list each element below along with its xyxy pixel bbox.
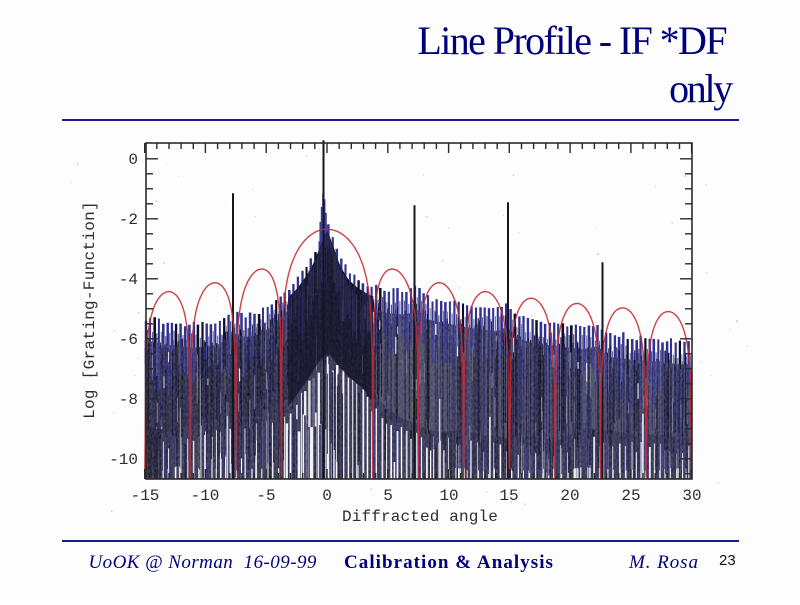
svg-text:20: 20 [560, 487, 579, 505]
svg-text:-5: -5 [256, 487, 275, 505]
svg-text:0: 0 [128, 151, 138, 169]
svg-text:Diffracted angle: Diffracted angle [342, 508, 498, 526]
svg-text:30: 30 [682, 487, 701, 505]
svg-text:0: 0 [322, 487, 332, 505]
svg-text:-6: -6 [119, 331, 138, 349]
svg-text:Log [Grating-Function]: Log [Grating-Function] [81, 201, 99, 419]
svg-text:-4: -4 [119, 271, 138, 289]
svg-text:-10: -10 [191, 487, 220, 505]
svg-text:-15: -15 [131, 487, 160, 505]
svg-text:5: 5 [383, 487, 393, 505]
svg-text:10: 10 [439, 487, 458, 505]
svg-text:15: 15 [499, 487, 518, 505]
svg-text:-2: -2 [119, 211, 138, 229]
svg-text:-10: -10 [109, 451, 138, 469]
svg-text:25: 25 [621, 487, 640, 505]
svg-text:-8: -8 [119, 391, 138, 409]
